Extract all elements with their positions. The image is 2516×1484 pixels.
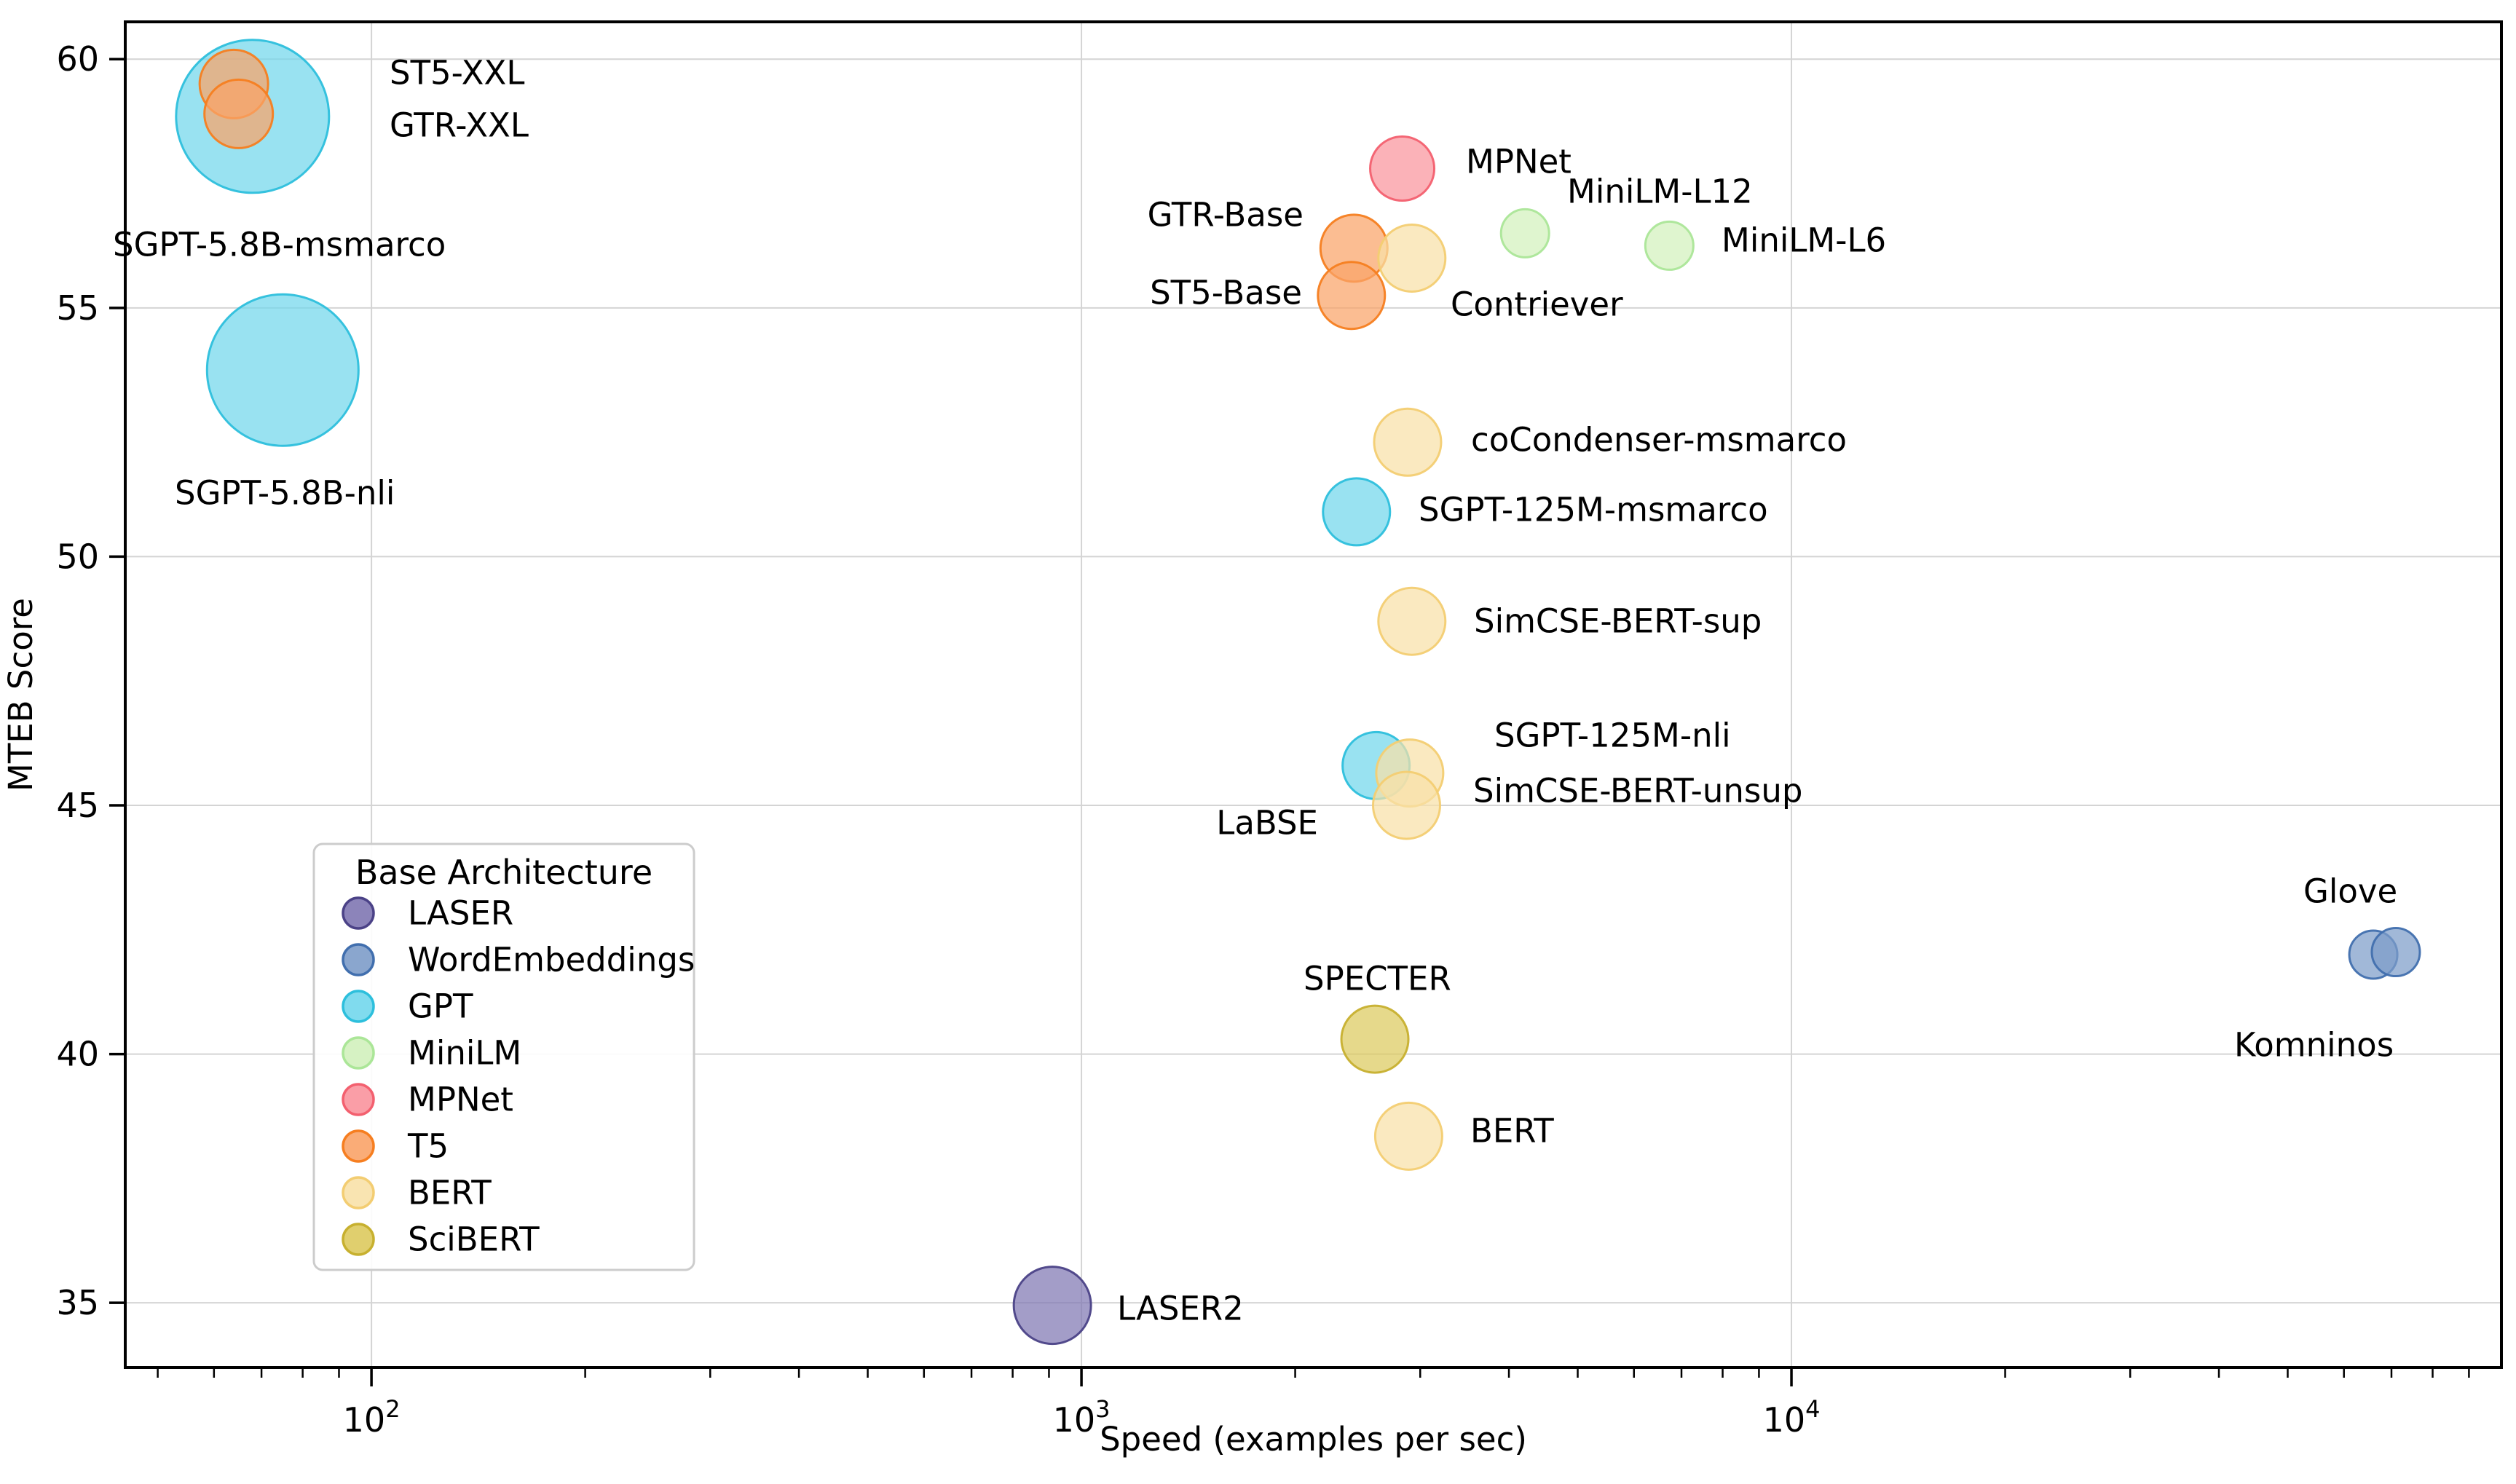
legend-label-MPNet: MPNet [408,1081,513,1119]
legend-marker-WordEmbeddings [342,943,375,976]
point-label-SGPT-125M-msmarco: SGPT-125M-msmarco [1419,491,1768,529]
point-label-Contriever: Contriever [1451,285,1623,324]
point-label-Glove: Glove [2303,872,2397,911]
bubble-SGPT-125M-msmarco [1322,477,1392,547]
point-label-Komninos: Komninos [2234,1026,2394,1065]
point-label-MiniLM-L12: MiniLM-L12 [1567,173,1753,211]
bubble-MPNet [1369,135,1436,202]
legend-label-SciBERT: SciBERT [408,1220,540,1259]
legend-marker-LASER [342,896,375,930]
point-label-SGPT-125M-nli: SGPT-125M-nli [1494,717,1731,755]
legend-marker-MiniLM [342,1036,375,1070]
legend-marker-T5 [342,1129,375,1163]
axis-ticks [109,58,2470,1386]
x-tick-label-1000: 103 [1053,1395,1111,1440]
point-label-ST5-XXL: ST5-XXL [390,54,524,92]
legend-marker-MPNet [342,1083,375,1116]
point-label-SPECTER: SPECTER [1304,960,1451,998]
y-tick-label-55: 55 [56,288,99,328]
legend-label-BERT: BERT [408,1174,492,1212]
point-label-LaBSE: LaBSE [1216,804,1318,842]
bubble-GTR-XXL [203,78,275,149]
bubble-SGPT-5.8B-nli [205,293,360,447]
exponent: 3 [1095,1395,1110,1423]
bubble-Komninos [2370,927,2421,978]
point-label-SGPT-5.8B-msmarco: SGPT-5.8B-msmarco [113,226,446,264]
legend-label-LASER: LASER [408,894,513,933]
y-tick-label-45: 45 [56,786,99,825]
x-tick-label-10000: 104 [1763,1395,1821,1440]
bubble-coCondenser-msmarco [1373,407,1443,477]
bubble-Contriever [1377,224,1447,293]
legend-marker-SciBERT [342,1223,375,1256]
bubble-BERT [1373,1101,1443,1171]
bubble-SimCSE-BERT-sup [1377,586,1447,656]
bubble-SPECTER [1340,1004,1410,1074]
exponent: 2 [385,1395,400,1423]
bubble-LASER2 [1012,1266,1092,1346]
y-axis-label: MTEB Score [1,598,40,792]
y-tick-label-40: 40 [56,1035,99,1074]
point-label-GTR-Base: GTR-Base [1148,196,1304,234]
legend-marker-BERT [342,1176,375,1209]
y-tick-label-50: 50 [56,537,99,576]
plot-frame [124,20,2503,1369]
bubble-MiniLM-L12 [1499,208,1550,258]
point-label-coCondenser-msmarco: coCondenser-msmarco [1471,421,1847,459]
point-label-LASER2: LASER2 [1117,1290,1244,1328]
legend-label-MiniLM: MiniLM [408,1034,521,1073]
scatter-points [175,39,2421,1346]
point-label-ST5-Base: ST5-Base [1150,274,1302,312]
point-labels: ST5-XXL GTR-XXL SGPT-5.8B-msmarco SGPT-5.8B… [113,54,2397,1328]
bubble-MiniLM-L6 [1644,220,1695,271]
legend-label-GPT: GPT [408,987,473,1026]
y-tick-label-60: 60 [56,39,99,79]
point-label-SimCSE-BERT-unsup: SimCSE-BERT-unsup [1473,772,1802,810]
point-label-SimCSE-BERT-sup: SimCSE-BERT-sup [1474,602,1762,641]
legend-marker-GPT [342,990,375,1023]
bubble-LaBSE [1371,770,1441,840]
legend-label-T5: T5 [407,1127,449,1166]
x-axis-label: Speed (examples per sec) [1100,1420,1527,1459]
legend-label-WordEmbeddings: WordEmbeddings [408,941,695,979]
point-label-BERT: BERT [1470,1112,1554,1151]
point-label-GTR-XXL: GTR-XXL [390,106,529,145]
legend-title: Base Architecture [355,853,652,892]
point-label-MiniLM-L6: MiniLM-L6 [1722,221,1886,260]
bubble-ST5-Base [1317,261,1387,331]
exponent: 4 [1805,1395,1820,1423]
x-tick-label-100: 102 [343,1395,401,1440]
point-label-MPNet: MPNet [1466,143,1571,181]
y-tick-label-35: 35 [56,1283,99,1322]
legend-box [312,842,695,1271]
point-label-SGPT-5.8B-nli: SGPT-5.8B-nli [175,474,395,513]
